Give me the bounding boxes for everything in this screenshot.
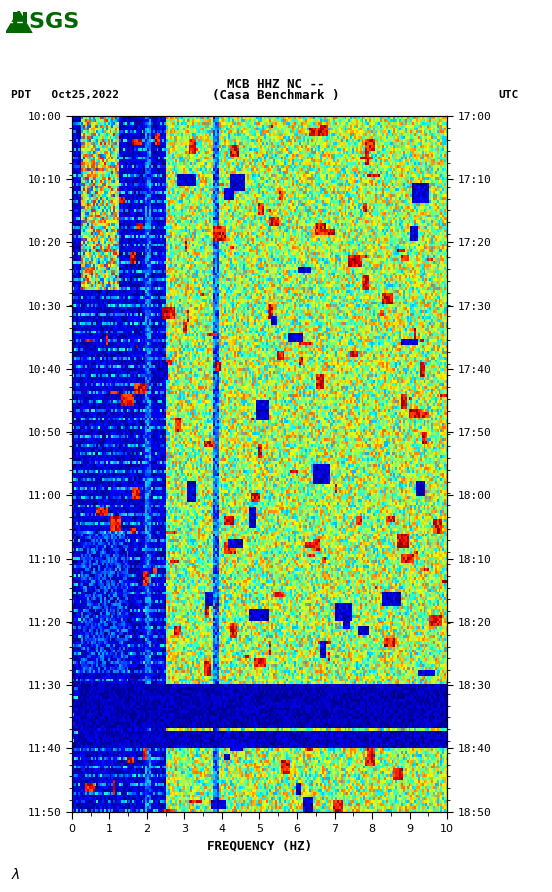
Text: $\lambda$: $\lambda$	[11, 867, 20, 881]
Text: USGS: USGS	[11, 12, 79, 32]
Text: MCB HHZ NC --: MCB HHZ NC --	[227, 78, 325, 91]
Text: UTC: UTC	[498, 90, 519, 101]
Polygon shape	[6, 11, 32, 33]
Text: PDT   Oct25,2022: PDT Oct25,2022	[11, 90, 119, 101]
Text: (Casa Benchmark ): (Casa Benchmark )	[213, 89, 339, 102]
X-axis label: FREQUENCY (HZ): FREQUENCY (HZ)	[207, 839, 312, 852]
